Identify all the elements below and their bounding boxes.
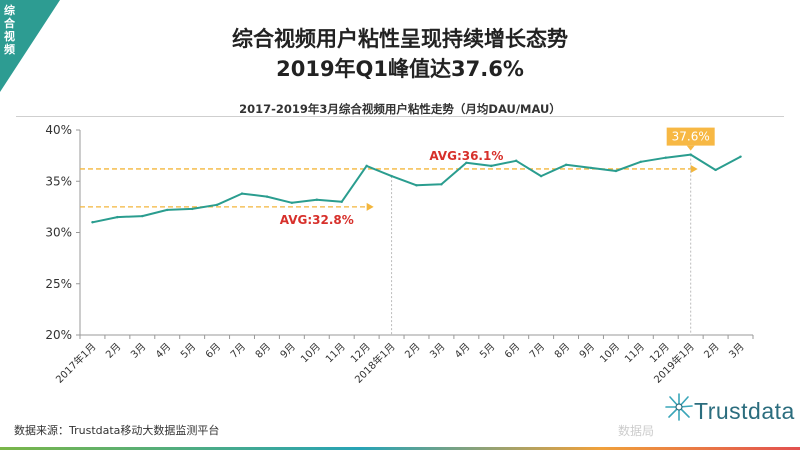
x-tick-label: 6月 xyxy=(203,341,223,361)
x-tick-label: 3月 xyxy=(727,341,747,361)
bottom-color-bar xyxy=(0,447,800,450)
data-point xyxy=(539,174,543,178)
data-point xyxy=(215,203,219,207)
series-line xyxy=(92,153,741,224)
y-tick-label: 35% xyxy=(45,174,72,188)
x-tick-label: 6月 xyxy=(502,341,522,361)
divider xyxy=(16,116,784,117)
y-tick-label: 30% xyxy=(45,226,72,240)
x-tick-label: 5月 xyxy=(477,341,497,361)
x-tick-label: 4月 xyxy=(452,341,472,361)
data-point xyxy=(166,208,169,212)
x-tick-label: 10月 xyxy=(298,341,323,366)
avg-label: AVG:32.8% xyxy=(280,213,354,227)
data-point xyxy=(515,159,518,162)
x-tick-label: 2017年1月 xyxy=(53,340,99,386)
data-point xyxy=(315,198,318,201)
x-tick-label: 8月 xyxy=(253,341,273,361)
x-tick-label: 3月 xyxy=(128,341,148,361)
data-point xyxy=(91,221,94,224)
data-point xyxy=(689,153,692,156)
y-tick-label: 25% xyxy=(45,277,72,291)
data-point xyxy=(639,160,643,163)
data-point xyxy=(141,214,144,218)
data-point xyxy=(240,192,244,195)
data-point xyxy=(714,168,717,172)
data-point xyxy=(490,164,493,168)
corner-tag xyxy=(0,0,60,92)
x-tick-label: 8月 xyxy=(552,341,572,361)
data-point xyxy=(365,164,368,168)
peak-label: 37.6% xyxy=(672,130,710,144)
x-tick-label: 5月 xyxy=(178,341,198,361)
x-tick-label: 10月 xyxy=(597,341,622,366)
data-point xyxy=(739,155,742,158)
x-tick-label: 2月 xyxy=(103,341,123,361)
trustdata-logo-icon xyxy=(665,393,693,421)
data-point xyxy=(614,169,618,173)
peak-badge xyxy=(666,127,715,146)
page-subtitle: 2019年Q1峰值达37.6% xyxy=(276,57,524,81)
trustdata-logo-text: Trustdata xyxy=(694,398,795,424)
data-point xyxy=(190,207,194,211)
corner-tag-label: 综合视频 xyxy=(4,4,15,56)
x-tick-label: 2月 xyxy=(403,341,423,361)
avg-arrowhead xyxy=(690,164,698,173)
avg-arrowhead xyxy=(366,202,374,211)
data-point xyxy=(390,174,393,178)
avg-label: AVG:36.1% xyxy=(429,149,503,163)
data-point xyxy=(265,195,269,198)
data-source: 数据来源：Trustdata移动大数据监测平台 xyxy=(14,424,220,437)
x-tick-label: 11月 xyxy=(323,341,348,366)
x-tick-label: 3月 xyxy=(427,341,447,361)
x-tick-label: 9月 xyxy=(577,341,597,361)
data-point xyxy=(465,161,468,164)
y-tick-label: 20% xyxy=(45,328,72,342)
data-point xyxy=(290,201,294,204)
data-point xyxy=(440,183,443,186)
peak-badge-pointer xyxy=(686,145,695,151)
data-point xyxy=(564,163,568,167)
x-tick-label: 7月 xyxy=(527,341,547,361)
watermark: 数据局 xyxy=(618,424,655,438)
chart-title: 2017-2019年3月综合视频用户粘性走势（月均DAU/MAU） xyxy=(239,102,561,116)
x-tick-label: 7月 xyxy=(228,341,248,361)
x-tick-label: 4月 xyxy=(153,341,173,361)
x-tick-label: 11月 xyxy=(622,341,647,366)
data-point xyxy=(589,166,593,170)
data-point xyxy=(415,184,418,187)
data-point xyxy=(664,156,667,159)
data-point xyxy=(340,200,343,203)
data-point xyxy=(116,215,119,219)
y-tick-label: 40% xyxy=(45,123,72,137)
x-tick-label: 9月 xyxy=(278,341,298,361)
page-title: 综合视频用户粘性呈现持续增长态势 xyxy=(232,27,568,51)
x-tick-label: 2月 xyxy=(702,341,722,361)
